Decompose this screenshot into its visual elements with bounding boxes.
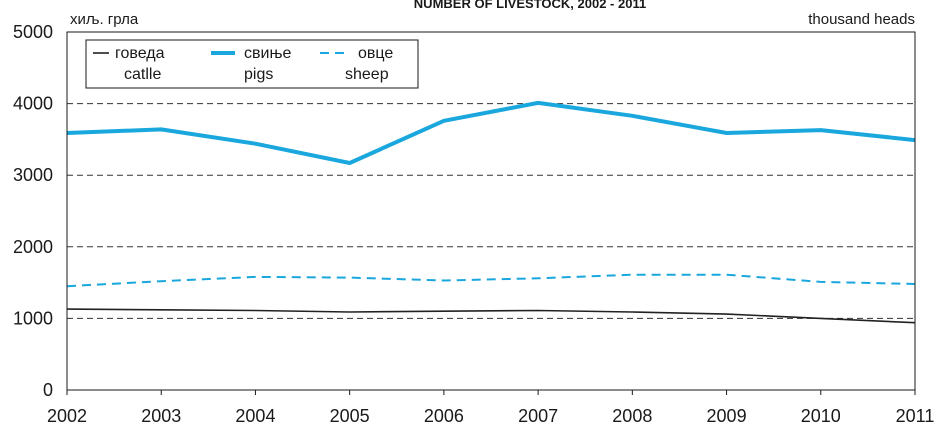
x-tick-label-2010: 2010 [801,406,841,426]
x-tick-label-2005: 2005 [330,406,370,426]
y-tick-label-2000: 2000 [13,237,53,257]
legend-label-sheep-sr: овце [358,45,393,62]
unit-label-right: thousand heads [808,11,915,28]
legend-label-cattle-en: catlle [124,66,161,83]
x-axis-ticks: 2002 2003 2004 2005 2006 2007 2008 2009 2010 2011 [47,390,934,426]
y-axis-ticks: 0 1000 2000 3000 4000 5000 [13,22,53,400]
x-tick-label-2004: 2004 [235,406,275,426]
legend-box [85,39,419,89]
x-tick-label-2003: 2003 [141,406,181,426]
y-tick-label-3000: 3000 [13,165,53,185]
legend-label-cattle-sr: говеда [115,45,165,62]
series-line-cattle [66,308,916,324]
x-tick-label-2006: 2006 [424,406,464,426]
y-tick-label-1000: 1000 [13,308,53,328]
y-tick-label-4000: 4000 [13,94,53,114]
series-line-pigs [66,100,916,165]
legend-label-sheep-en: sheep [345,66,389,83]
x-tick-label-2002: 2002 [47,406,87,426]
y-tick-label-5000: 5000 [13,22,53,42]
legend-label-pigs-sr: свиње [244,45,291,62]
x-tick-label-2011: 2011 [896,406,935,426]
legend-label-pigs-en: pigs [244,66,273,83]
x-tick-label-2007: 2007 [518,406,558,426]
plot-frame [66,31,916,391]
chart-title: NUMBER OF LIVESTOCK, 2002 - 2011 [414,0,646,11]
x-tick-label-2009: 2009 [707,406,747,426]
series-line-sheep [66,273,916,288]
series-lines [66,100,916,324]
gridlines [67,103,915,319]
x-tick-label-2008: 2008 [612,406,652,426]
y-tick-label-0: 0 [43,380,53,400]
legend: говеда catlle свиње pigs овце sheep [85,39,419,89]
unit-label-left: хиљ. грла [70,11,139,28]
